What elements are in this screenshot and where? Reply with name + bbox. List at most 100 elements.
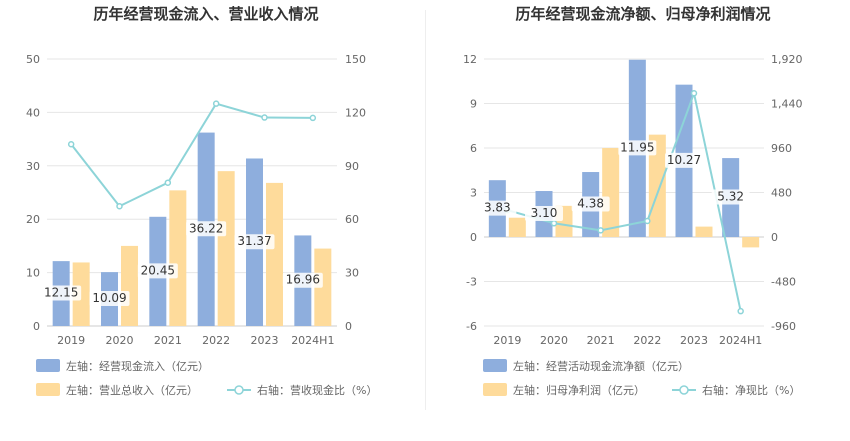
line-point (164, 179, 172, 186)
left-axis-tick-label: 0 (33, 320, 40, 333)
x-axis-category-label: 2022 (202, 334, 230, 347)
left-axis-tick-label: 40 (26, 106, 40, 119)
line-series-3 (70, 102, 313, 208)
legend-swatch-series-2 (36, 383, 60, 396)
bar-series-2 (742, 237, 760, 248)
line-point (67, 141, 75, 148)
bar-series-2 (217, 171, 235, 326)
legend-marker-series-3 (679, 385, 689, 395)
left-axis-tick-label: 12 (463, 53, 477, 66)
data-label-background (478, 200, 517, 216)
data-label-background (137, 263, 178, 279)
bar-series-2 (121, 245, 138, 326)
line-point (212, 100, 220, 107)
data-label-background (571, 196, 610, 212)
left-axis-tick-label: 3 (470, 187, 477, 200)
data-label-background (41, 285, 82, 301)
right-axis-tick-label: 30 (345, 267, 359, 280)
chart-cash-inflow-revenue: 历年经营现金流入、营业收入情况 0 0 10 30 20 60 30 90 40 120 50 150 2… (26, 5, 377, 397)
line-point (550, 220, 558, 227)
x-axis-category-label: 2019 (493, 334, 521, 347)
right-axis-tick-label: 90 (345, 160, 359, 173)
data-label: 31.37 (237, 234, 271, 248)
legend-label-series-3: 右轴：营收现金比（%） (257, 383, 377, 397)
bar-series-2 (695, 226, 713, 237)
legend-swatch-series-2 (483, 383, 507, 396)
left-axis-tick-label: 20 (26, 213, 40, 226)
right-axis-tick-label: 60 (345, 213, 359, 226)
legend-label-series-2: 左轴：营业总收入（亿元） (66, 383, 198, 397)
right-axis-tick-label: -480 (771, 276, 796, 289)
data-label: 10.09 (92, 291, 126, 305)
left-axis-tick-label: -6 (466, 320, 477, 333)
right-axis-tick-label: 0 (771, 231, 778, 244)
right-axis-tick-label: -960 (771, 320, 796, 333)
data-label: 5.32 (717, 190, 744, 204)
line-point (644, 217, 651, 225)
x-axis-category-label: 2022 (633, 334, 661, 347)
legend-label-series-2: 左轴：归母净利润（亿元） (513, 383, 645, 397)
data-label-background (711, 189, 750, 205)
data-label: 11.95 (620, 140, 654, 154)
left-axis-tick-label: 0 (470, 231, 477, 244)
legend-swatch-series-1 (36, 359, 60, 372)
line-series-3 (507, 89, 742, 312)
data-label: 12.15 (44, 286, 78, 300)
panel-divider (425, 10, 426, 410)
left-axis-tick-label: -3 (466, 276, 477, 289)
x-axis-category-label: 2019 (57, 334, 85, 347)
line-point (690, 90, 698, 97)
x-axis-category-label: 2020 (540, 334, 568, 347)
left-axis-tick-label: 6 (470, 142, 477, 155)
data-label: 3.10 (531, 206, 558, 220)
right-axis-tick-label: 960 (771, 142, 792, 155)
legend-label-series-1: 左轴：经营活动现金流净额（亿元） (513, 359, 689, 373)
right-axis-tick-label: 1,920 (771, 53, 803, 66)
data-label: 3.83 (484, 201, 511, 215)
legend-label-series-1: 左轴：经营现金流入（亿元） (66, 359, 209, 373)
x-axis-category-label: 2021 (154, 334, 182, 347)
data-label-background (665, 152, 703, 168)
chart-net-cashflow-profit: 历年经营现金流净额、归母净利润情况 -6 -960 -3 -480 0 0 3 480 6 960 9… (463, 5, 803, 397)
data-label-background (618, 140, 657, 156)
left-axis-tick-label: 50 (26, 53, 40, 66)
data-label: 10.27 (667, 153, 701, 167)
legend-marker-series-3 (234, 385, 244, 395)
data-label: 4.38 (577, 197, 604, 211)
data-label-background (282, 272, 323, 288)
left-axis-tick-label: 10 (26, 267, 40, 280)
left-axis-tick-label: 30 (26, 160, 40, 173)
data-label-background (234, 234, 275, 250)
chart-title: 历年经营现金流净额、归母净利润情况 (515, 5, 770, 23)
data-label-background (525, 206, 563, 222)
x-axis-category-label: 2023 (680, 334, 708, 347)
bar-series-2 (602, 148, 620, 237)
legend-label-series-3: 右轴：净现比（%） (702, 383, 800, 397)
line-point (309, 114, 317, 122)
right-axis-tick-label: 1,440 (771, 98, 803, 111)
x-axis-category-label: 2020 (106, 334, 134, 347)
x-axis-category-label: 2021 (587, 334, 615, 347)
bar-series-2 (508, 217, 526, 237)
left-axis-tick-label: 9 (470, 98, 477, 111)
right-axis-tick-label: 120 (345, 106, 366, 119)
right-axis-tick-label: 150 (345, 53, 366, 66)
line-point (597, 227, 604, 234)
x-axis-category-label: 2024H1 (291, 334, 334, 347)
x-axis-category-label: 2024H1 (719, 334, 762, 347)
data-label: 36.22 (189, 221, 223, 235)
data-label: 16.96 (286, 273, 320, 287)
data-label-background (186, 221, 227, 237)
x-axis-category-label: 2023 (251, 334, 279, 347)
chart-panel-cash-inflow-revenue: 历年经营现金流入、营业收入情况 0 0 10 30 20 60 30 90 40 120 50 150 2… (0, 0, 425, 437)
line-point (261, 114, 268, 121)
data-label: 20.45 (141, 263, 175, 277)
bar-series-2 (314, 248, 332, 326)
legend-swatch-series-1 (483, 359, 507, 372)
line-point (737, 307, 744, 315)
bar-series-2 (266, 182, 283, 326)
chart-title: 历年经营现金流入、营业收入情况 (93, 5, 318, 23)
bar-series-2 (169, 190, 187, 326)
bar-series-2 (648, 134, 666, 237)
